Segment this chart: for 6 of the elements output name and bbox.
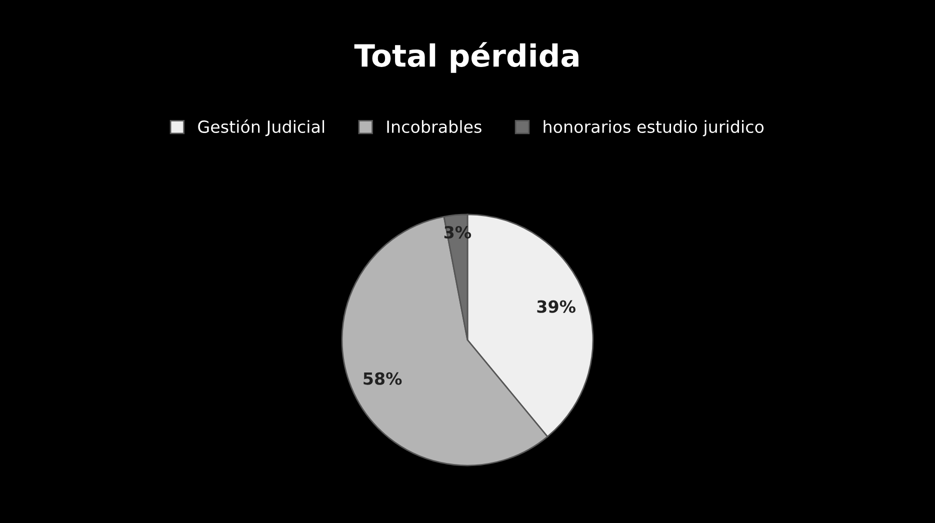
data-label: 58%	[364, 372, 402, 385]
data-label: 39%	[537, 300, 576, 313]
legend-label: Incobrables	[387, 120, 482, 134]
legend-label: Gestión Judicial	[198, 119, 324, 136]
legend-label: honorarios estudio juridico	[544, 120, 764, 136]
chart-title: Total pérdida	[354, 42, 578, 73]
